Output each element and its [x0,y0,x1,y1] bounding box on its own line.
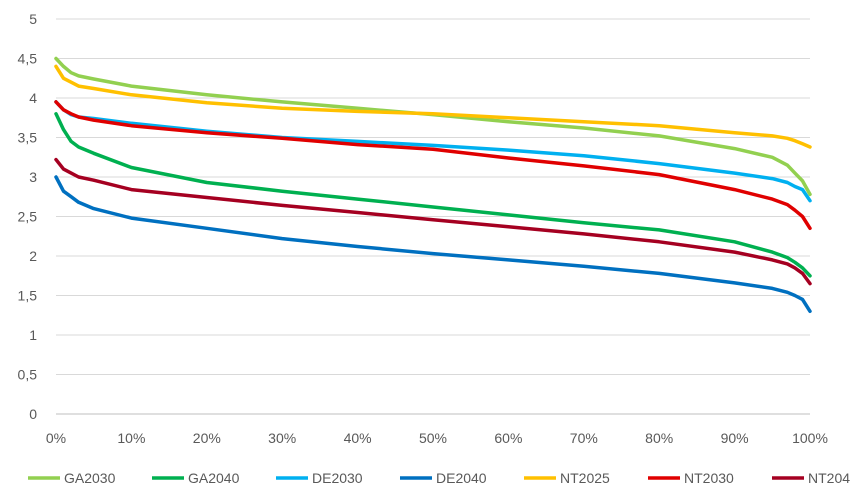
x-tick-label: 70% [570,430,598,446]
y-tick-label: 4 [29,90,37,106]
legend-label: DE2040 [436,470,487,486]
y-tick-label: 4,5 [18,51,38,67]
y-tick-label: 0 [29,406,37,422]
x-axis-ticks: 0% 10% 20% 30% 40% 50% 60% 70% 80% 90% 100% [46,430,828,446]
x-tick-label: 50% [419,430,447,446]
y-tick-label: 1 [29,327,37,343]
series-lines [54,56,812,314]
series-line-nt2025 [54,64,812,149]
legend-label: NT2025 [560,470,610,486]
x-tick-label: 90% [721,430,749,446]
series-line-nt2030 [54,100,812,231]
series-line-nt2040 [54,157,812,286]
legend-label: NT2040 [808,470,850,486]
x-tick-label: 60% [494,430,522,446]
x-tick-label: 0% [46,430,66,446]
y-tick-label: 5 [29,11,37,27]
series-line-de2030 [54,100,812,203]
legend-label: GA2040 [188,470,240,486]
y-tick-label: 3,5 [18,130,38,146]
x-tick-label: 20% [193,430,221,446]
x-tick-label: 100% [792,430,828,446]
y-tick-label: 0,5 [18,367,38,383]
gridlines [56,18,810,415]
series-line-ga2040 [54,112,812,278]
y-tick-label: 1,5 [18,288,38,304]
legend-label: GA2030 [64,470,116,486]
x-tick-label: 30% [268,430,296,446]
series-line-de2040 [54,175,812,314]
y-tick-label: 2,5 [18,209,38,225]
legend-label: DE2030 [312,470,363,486]
y-tick-label: 3 [29,169,37,185]
legend-label: NT2030 [684,470,734,486]
x-tick-label: 80% [645,430,673,446]
x-tick-label: 10% [117,430,145,446]
x-tick-label: 40% [344,430,372,446]
y-tick-label: 2 [29,248,37,264]
y-axis-ticks: 0 0,5 1 1,5 2 2,5 3 3,5 4 4,5 5 [18,11,38,422]
legend: GA2030 GA2040 DE2030 DE2040 NT2025 NT2030 NT20… [28,470,850,486]
